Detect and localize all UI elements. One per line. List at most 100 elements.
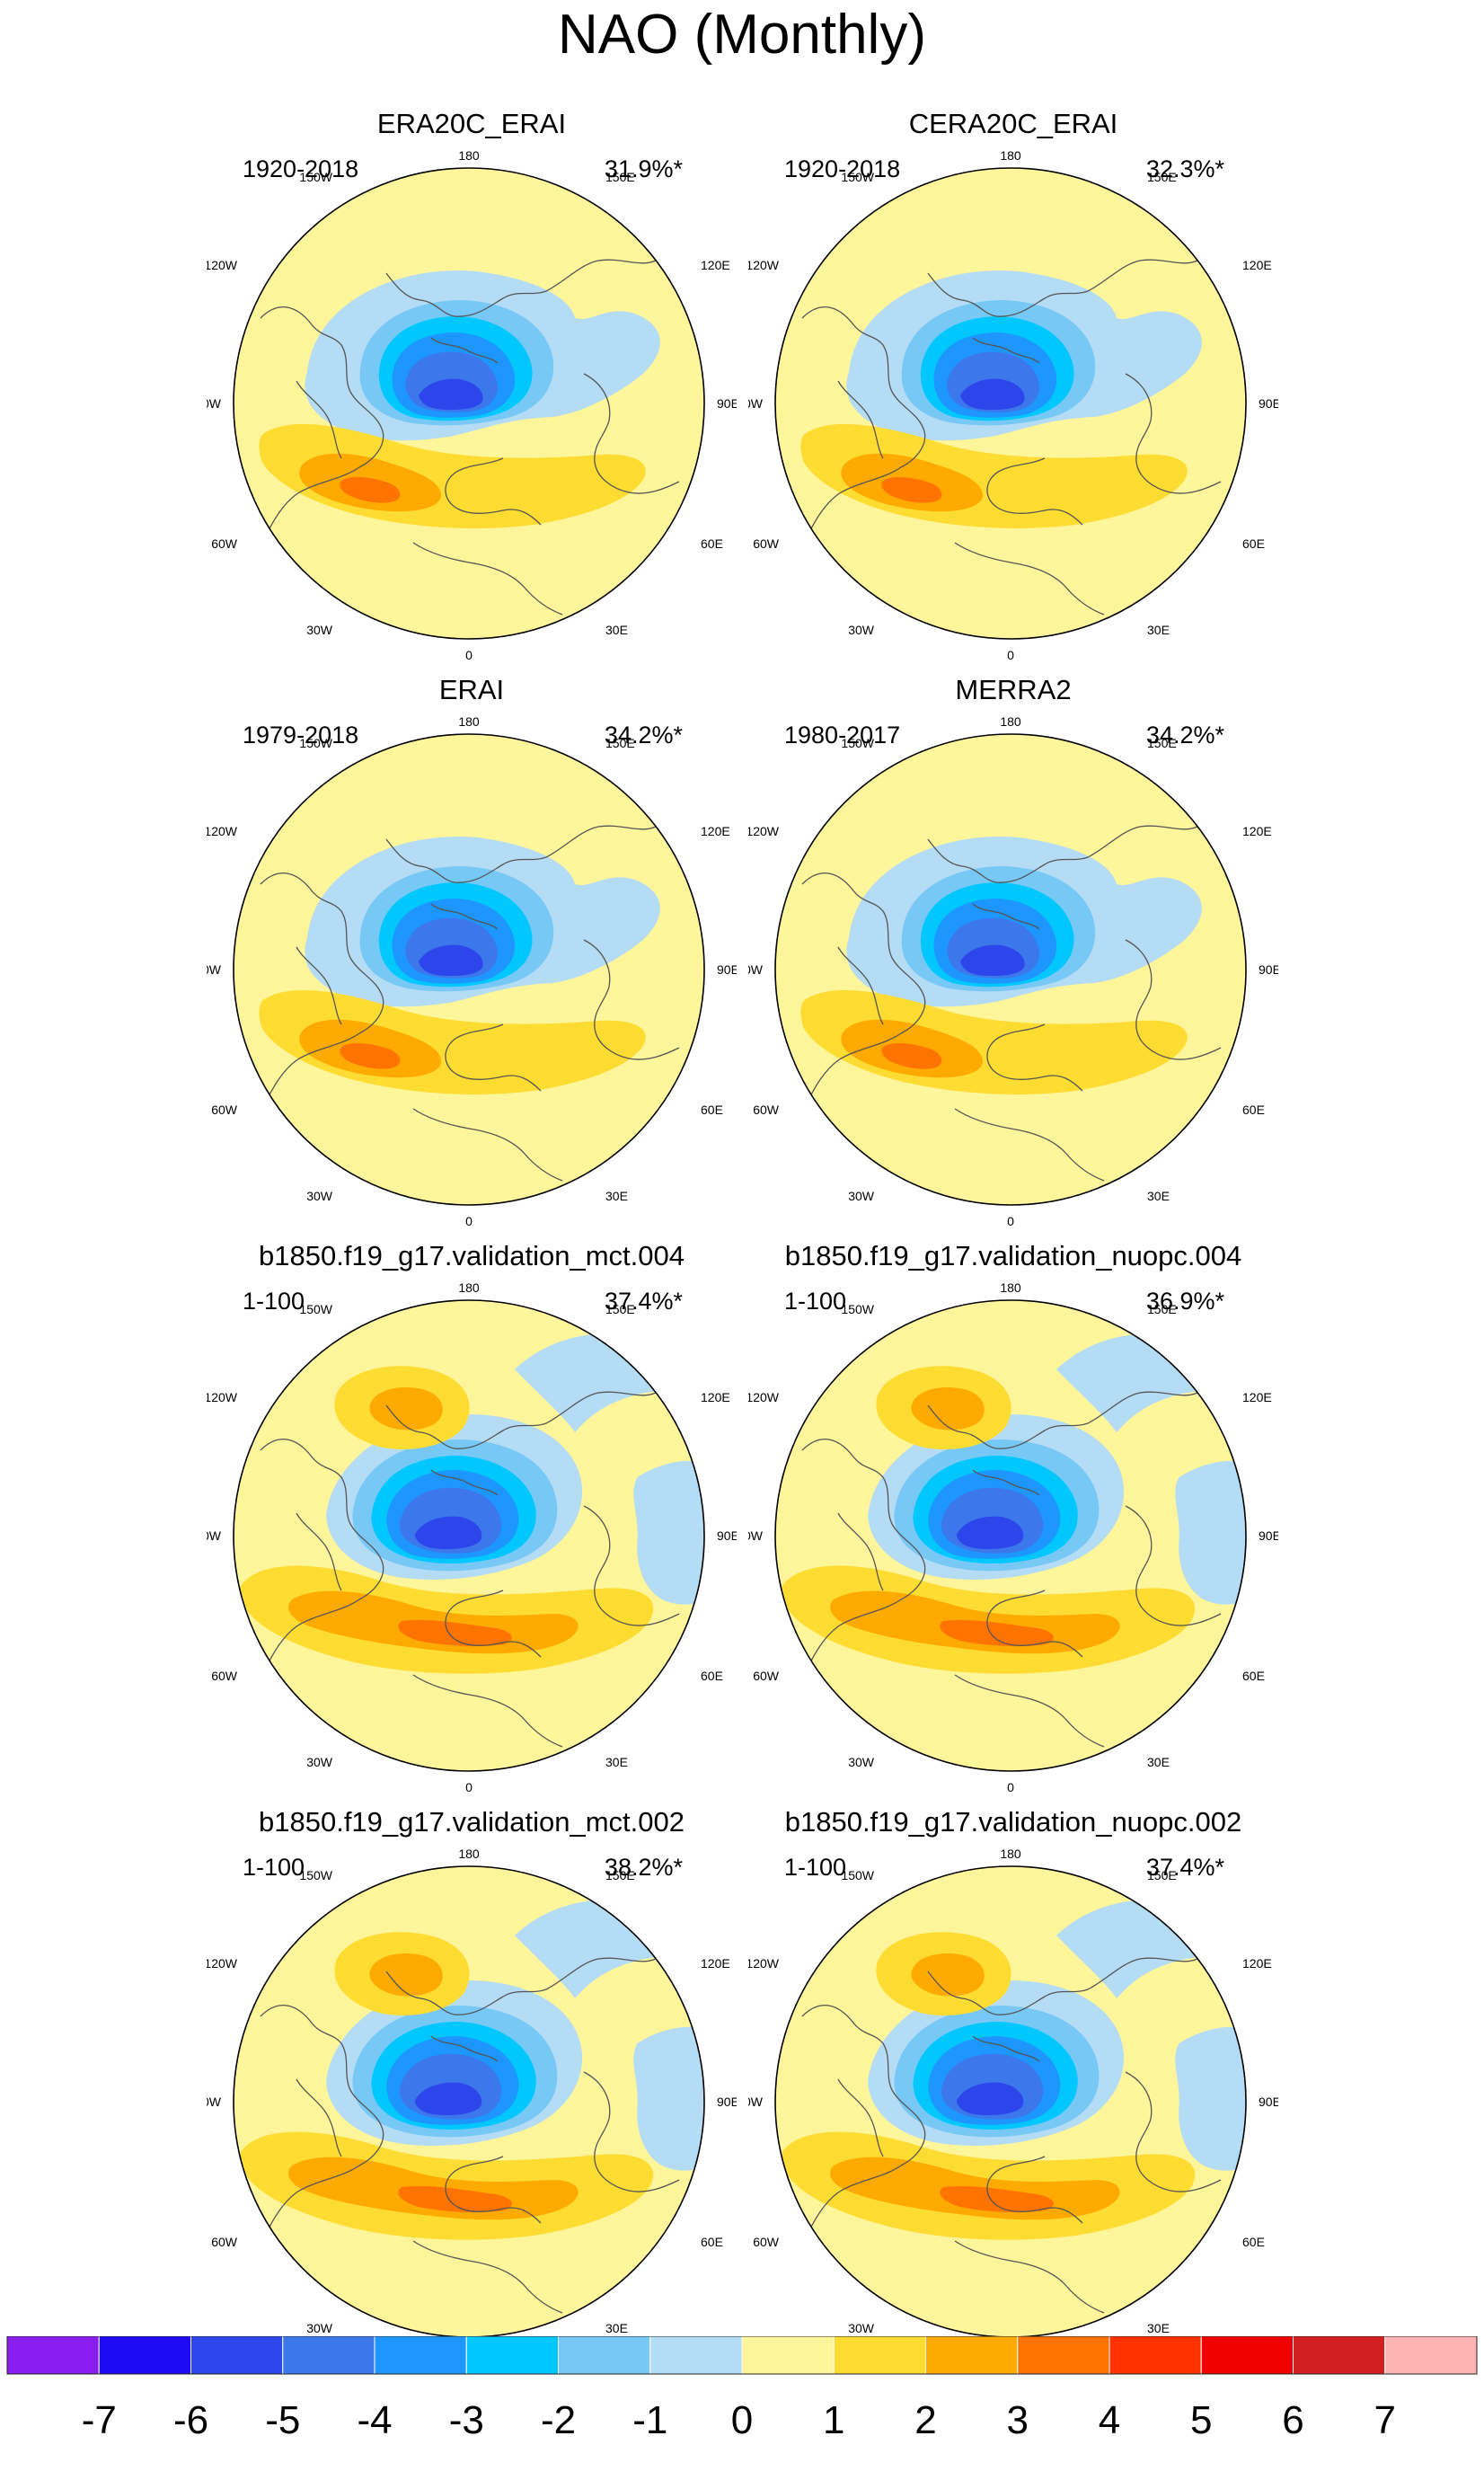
colorbar-swatch — [1293, 2336, 1386, 2375]
coastline-5 — [445, 457, 542, 526]
coastline-0 — [801, 2005, 926, 2166]
coastline-0 — [801, 306, 926, 468]
panel-period: 1-100 — [784, 1854, 847, 1881]
map-fill-group — [775, 1866, 1246, 2337]
map-panel-era20c-erai: ERA20C_ERAI 1920-2018 31.9%* 180 150E 120E… — [207, 108, 737, 665]
polar-map: 180150E120E90E60E30E030W60W90W120W150W — [748, 1847, 1278, 2361]
contour-neg-1-asia — [1175, 1460, 1246, 1605]
colorbar-swatch — [649, 2336, 743, 2375]
panel-title: b1850.f19_g17.validation_nuopc.004 — [784, 1240, 1242, 1271]
longitude-label: 180 — [1000, 1847, 1021, 1861]
longitude-label: 120E — [701, 1956, 730, 1971]
contour-pos-3-pacific — [369, 1387, 443, 1431]
contour-pos-4-atlantic — [398, 2185, 512, 2213]
coastline-4 — [583, 1505, 680, 1626]
map-fill-group — [775, 734, 1246, 1205]
longitude-label: 150W — [299, 736, 332, 750]
longitude-label: 120W — [207, 824, 238, 838]
coastline-6 — [412, 1108, 563, 1182]
longitude-label: 30W — [848, 2321, 875, 2335]
coastline-4 — [583, 373, 680, 494]
contour-pos-4 — [881, 1043, 942, 1069]
contour-pos-3-pacific — [369, 1953, 443, 1997]
contour-neg-1-asia — [1175, 2026, 1246, 2171]
map-border — [774, 1299, 1247, 1772]
longitude-label: 90E — [717, 1528, 737, 1543]
coastline-2 — [927, 1404, 1089, 1449]
longitude-label: 120W — [207, 1390, 238, 1404]
longitude-label: 150W — [841, 170, 874, 184]
map-panel-merra2: MERRA2 1980-2017 34.2%* 180 150E 120E 90E 60… — [748, 674, 1278, 1231]
colorbar-swatch — [1017, 2336, 1110, 2375]
colorbar-tick-label: 4 — [1099, 2398, 1120, 2442]
coastline-5 — [986, 1023, 1083, 1092]
colorbar-tick-label: -7 — [82, 2398, 117, 2442]
map-border — [233, 167, 705, 640]
coastline-5 — [986, 1590, 1083, 1658]
colorbar-swatch — [1200, 2336, 1294, 2375]
contour-neg-6 — [956, 1516, 1024, 1549]
coastline-4 — [1125, 939, 1222, 1060]
colorbar-swatch — [833, 2336, 926, 2375]
longitude-label: 30E — [605, 1755, 628, 1769]
coastline-6 — [412, 2240, 563, 2314]
longitude-label: 30W — [848, 623, 875, 637]
longitude-label: 60W — [211, 536, 238, 551]
contour-pos-4-atlantic — [940, 1619, 1054, 1647]
map-border — [774, 733, 1247, 1206]
coastline-4 — [583, 2071, 680, 2192]
coastline-0 — [260, 872, 384, 1034]
longitude-label: 0 — [465, 648, 473, 662]
panel-percent: 31.9%* — [604, 155, 683, 182]
longitude-label: 90W — [748, 2095, 764, 2109]
polar-map: 180150E120E90E60E30E030W60W90W120W150W — [207, 148, 737, 662]
contour-neg-6 — [959, 378, 1025, 410]
polar-map: 180150E120E90E60E30E030W60W90W120W150W — [748, 148, 1278, 662]
panel-title: MERRA2 — [955, 674, 1072, 705]
longitude-label: 90W — [207, 1528, 222, 1543]
coastline-8 — [430, 1469, 499, 1496]
longitude-label: 30W — [848, 1755, 875, 1769]
longitude-label: 0 — [1007, 1214, 1014, 1228]
coastline-1 — [807, 2165, 902, 2235]
longitude-label: 150W — [841, 1302, 874, 1316]
longitude-label: 90W — [748, 1528, 764, 1543]
longitude-label: 120E — [701, 258, 730, 272]
longitude-label: 120W — [207, 258, 238, 272]
polar-map: 180150E120E90E60E30E030W60W90W120W150W — [748, 1280, 1278, 1794]
longitude-label: 90W — [207, 2095, 222, 2109]
longitude-label: 90E — [1259, 962, 1278, 977]
coastline-8 — [430, 337, 499, 364]
longitude-label: 90W — [207, 396, 222, 411]
coastline-5 — [445, 1590, 542, 1658]
coastline-0 — [260, 2005, 384, 2166]
longitude-label: 120W — [748, 1956, 780, 1971]
coastline-8 — [972, 2035, 1040, 2062]
longitude-label: 90E — [1259, 1528, 1278, 1543]
map-fill-group — [234, 168, 704, 639]
colorbar-tick-label: 5 — [1190, 2398, 1212, 2442]
colorbar-swatch — [190, 2336, 284, 2375]
longitude-label: 60E — [1242, 536, 1265, 551]
colorbar-tick-label: -2 — [541, 2398, 576, 2442]
longitude-label: 60E — [701, 2235, 723, 2249]
map-panel-mct-004: b1850.f19_g17.validation_mct.004 1-100 3… — [207, 1240, 737, 1797]
panel-percent: 32.3%* — [1145, 155, 1224, 182]
panel-period: 1920-2018 — [784, 155, 901, 182]
coastline-7 — [296, 1512, 342, 1591]
longitude-label: 90E — [1259, 2095, 1278, 2109]
contour-neg-6 — [959, 944, 1025, 976]
contour-neg-6 — [418, 944, 483, 976]
longitude-label: 90W — [207, 962, 222, 977]
map-panel-mct-002: b1850.f19_g17.validation_mct.002 1-100 3… — [207, 1806, 737, 2363]
coastline-5 — [986, 457, 1083, 526]
longitude-label: 150E — [605, 1868, 635, 1882]
longitude-label: 30E — [605, 623, 628, 637]
contour-pos-4 — [340, 477, 401, 503]
map-fill-group — [234, 734, 704, 1205]
panel-title: b1850.f19_g17.validation_nuopc.002 — [784, 1806, 1242, 1838]
colorbar-swatch — [98, 2336, 191, 2375]
coastline-5 — [445, 2156, 542, 2224]
longitude-label: 60W — [753, 1669, 780, 1683]
panel-percent: 37.4%* — [604, 1288, 683, 1315]
